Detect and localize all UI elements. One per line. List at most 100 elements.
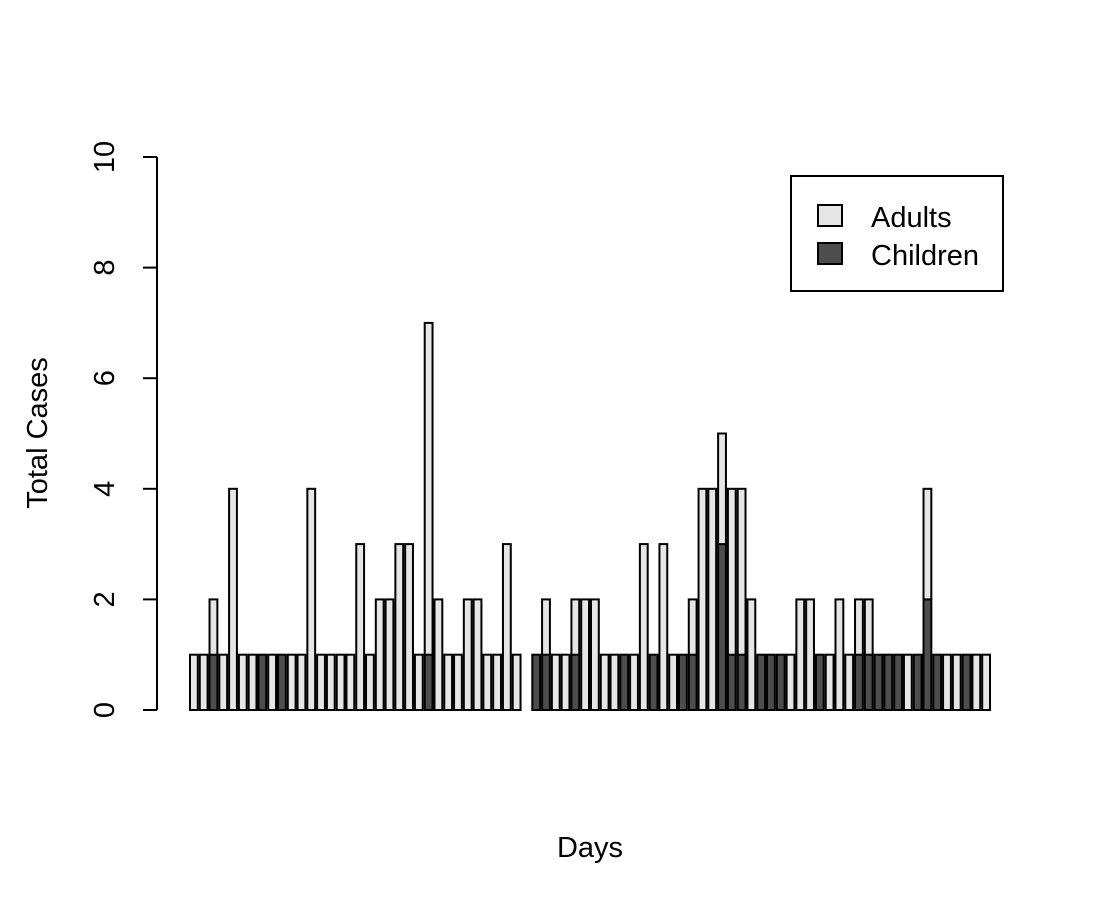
- bar-children: [932, 653, 943, 712]
- bar-adults: [599, 653, 610, 712]
- bar-adults: [697, 487, 708, 711]
- bar-adults: [511, 653, 522, 712]
- bar-adults: [228, 487, 238, 711]
- bar-adults: [188, 653, 199, 712]
- bar-adults: [736, 487, 747, 656]
- bar-adults: [237, 653, 248, 712]
- bar-adults: [384, 598, 395, 712]
- bar-adults: [482, 653, 493, 712]
- bar-adults: [267, 653, 278, 712]
- bar-children: [423, 653, 434, 712]
- bar-adults: [404, 543, 414, 711]
- bar-adults: [247, 653, 258, 712]
- bar-adults: [922, 487, 933, 601]
- bar-children: [736, 653, 747, 712]
- bar-children: [883, 653, 894, 712]
- bar-adults: [208, 598, 219, 656]
- bar-adults: [746, 598, 757, 712]
- bar-adults: [942, 653, 952, 712]
- legend-box: [790, 175, 1004, 292]
- bar-adults: [335, 653, 346, 712]
- bar-children: [619, 653, 630, 712]
- bar-adults: [971, 653, 982, 712]
- bar-children: [687, 653, 698, 712]
- y-tick-label: 4: [89, 481, 121, 497]
- bar-children: [541, 653, 551, 712]
- bar-adults: [844, 653, 855, 712]
- y-tick-label: 6: [89, 370, 121, 386]
- legend-label-children: Children: [871, 240, 979, 272]
- bar-adults: [981, 653, 992, 712]
- bar-adults: [355, 543, 366, 711]
- y-tick-label: 2: [89, 591, 121, 607]
- bar-adults: [580, 598, 591, 712]
- bar-adults: [902, 653, 913, 712]
- bar-adults: [492, 653, 502, 712]
- bar-adults: [325, 653, 336, 712]
- y-axis: 0 2 4 6 8 10: [89, 141, 158, 718]
- bar-adults: [453, 653, 463, 712]
- bar-children: [257, 653, 268, 712]
- bar-children: [775, 653, 786, 712]
- bar-adults: [286, 653, 297, 712]
- bar-adults: [805, 598, 815, 712]
- bar-children: [726, 653, 737, 712]
- bar-adults: [374, 598, 385, 712]
- bar-children: [277, 653, 287, 712]
- bar-adults: [472, 598, 483, 712]
- bar-children: [766, 653, 776, 712]
- bar-adults: [365, 653, 375, 712]
- y-axis-title: Total Cases: [22, 357, 54, 509]
- y-tick-label: 8: [89, 260, 121, 276]
- bar-adults: [198, 653, 209, 712]
- bar-adults: [413, 653, 424, 712]
- legend-swatch-children: [817, 242, 843, 265]
- bar-adults: [345, 653, 356, 712]
- bar-adults: [863, 598, 874, 656]
- bar-adults: [609, 653, 620, 712]
- bar-children: [756, 653, 767, 712]
- bar-adults: [560, 653, 571, 712]
- y-tick-label: 0: [89, 702, 121, 718]
- bar-adults: [638, 543, 649, 711]
- bar-adults: [951, 653, 962, 712]
- legend: Adults Children: [790, 175, 1004, 292]
- bar-adults: [218, 653, 229, 712]
- bar-adults: [589, 598, 600, 712]
- bar-adults: [423, 321, 434, 656]
- bar-adults: [433, 598, 444, 712]
- bar-adults: [854, 598, 864, 656]
- bar-adults: [834, 598, 845, 712]
- bar-adults: [501, 543, 512, 711]
- y-tick-label: 10: [89, 141, 121, 173]
- bar-children: [893, 653, 903, 712]
- bar-adults: [296, 653, 307, 712]
- bar-adults: [707, 487, 718, 711]
- bar-children: [863, 653, 874, 712]
- bar-adults: [785, 653, 796, 712]
- bar-children: [961, 653, 972, 712]
- bar-children: [873, 653, 884, 712]
- bar-adults: [443, 653, 454, 712]
- bar-children: [678, 653, 688, 712]
- bar-children: [570, 653, 581, 712]
- bar-children: [717, 543, 727, 711]
- bar-adults: [687, 598, 698, 656]
- bar-adults: [824, 653, 835, 712]
- bar-adults: [658, 543, 669, 711]
- bar-adults: [726, 487, 737, 656]
- bar-adults: [629, 653, 639, 712]
- bar-adults: [316, 653, 326, 712]
- bar-adults: [570, 598, 581, 656]
- legend-label-adults: Adults: [871, 202, 952, 234]
- bar-adults: [394, 543, 405, 711]
- bar-adults: [668, 653, 679, 712]
- bar-adults: [550, 653, 561, 712]
- bar-adults: [795, 598, 806, 712]
- legend-swatch-adults: [817, 204, 843, 227]
- bar-children: [854, 653, 864, 712]
- bar-adults: [462, 598, 473, 712]
- bar-children: [208, 653, 219, 712]
- bars-group: [188, 321, 992, 712]
